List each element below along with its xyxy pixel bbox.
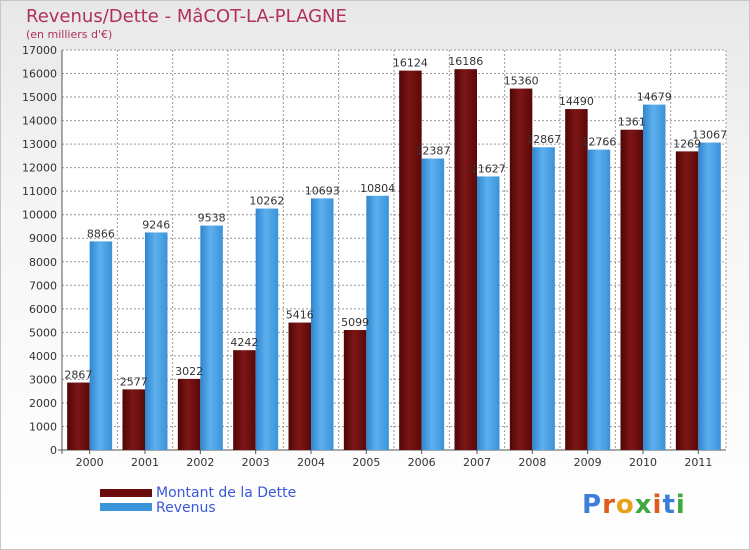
debt-bar [67,382,90,450]
debt-bar [565,109,588,450]
x-tick-label: 2003 [242,456,270,469]
x-tick-label: 2010 [629,456,657,469]
debt-data-label: 5099 [341,316,369,329]
debt-data-label: 2577 [120,375,148,388]
debt-bar [122,389,145,450]
debt-bar [288,322,311,450]
debt-bar [399,70,422,451]
debt-bar [620,129,643,450]
debt-data-label: 2867 [64,369,92,382]
debt-bar [454,69,477,450]
legend-label-debt: Montant de la Dette [156,485,297,501]
proxiti-logo: Proxiti [582,490,686,520]
y-tick-label: 10000 [22,209,57,222]
debt-data-label: 14490 [559,95,594,108]
y-tick-label: 14000 [22,115,57,128]
revenue-bar [698,142,721,450]
revenue-bar [145,232,168,450]
y-tick-label: 0 [50,444,57,457]
revenue-bar [366,195,389,450]
x-tick-label: 2001 [131,456,159,469]
y-tick-label: 5000 [29,326,57,339]
y-tick-label: 17000 [22,44,57,57]
y-tick-label: 2000 [29,397,57,410]
revenue-data-label: 10262 [249,195,284,208]
revenue-data-label: 14679 [637,91,672,104]
logo-letter: i [652,490,663,520]
y-tick-label: 1000 [29,420,57,433]
x-tick-label: 2002 [186,456,214,469]
revenue-data-label: 8866 [87,227,115,240]
debt-data-label: 16186 [448,55,483,68]
revenue-data-label: 11627 [471,162,506,175]
y-tick-label: 3000 [29,373,57,386]
revenue-data-label: 12387 [415,145,450,158]
revenue-bar [255,208,279,450]
debt-data-label: 3022 [175,365,203,378]
x-tick-label: 2009 [574,456,602,469]
y-tick-label: 9000 [29,232,57,245]
revenue-data-label: 12867 [526,133,561,146]
debt-data-label: 4242 [230,336,258,349]
debt-bar [177,378,201,450]
legend-swatch-revenue [100,503,152,511]
y-tick-label: 15000 [22,91,57,104]
legend-label-revenue: Revenus [156,500,216,516]
x-tick-label: 2000 [76,456,104,469]
revenue-bar [532,147,555,450]
revenue-data-label: 9538 [198,212,226,225]
x-tick-label: 2008 [518,456,546,469]
revenue-data-label: 9246 [142,218,170,231]
logo-letter: o [615,490,635,520]
debt-bar [675,151,699,451]
y-tick-label: 16000 [22,68,57,81]
y-tick-label: 6000 [29,303,57,316]
debt-data-label: 5416 [286,309,314,322]
x-tick-label: 2005 [352,456,380,469]
logo-letter: P [582,490,603,520]
debt-bar [233,350,256,450]
logo-letter: x [634,490,653,520]
revenue-bar [311,198,334,450]
legend-swatch-debt [100,489,152,497]
x-tick-label: 2006 [408,456,436,469]
revenue-bar [421,158,445,450]
revenue-bar [587,149,611,450]
revenue-bar [643,104,666,451]
y-tick-label: 7000 [29,279,57,292]
revenue-data-label: 12766 [581,136,616,149]
debt-data-label: 1269 [673,137,701,150]
revenue-data-label: 13067 [692,129,727,142]
x-tick-label: 2011 [684,456,712,469]
logo-letter: t [662,490,676,520]
debt-data-label: 1361 [618,116,646,129]
logo-letter: r [602,490,616,520]
revenue-data-label: 10804 [360,182,395,195]
x-tick-label: 2007 [463,456,491,469]
revenue-data-label: 10693 [305,184,340,197]
logo-letter: i [675,490,686,520]
debt-bar [343,330,367,450]
y-tick-label: 8000 [29,256,57,269]
y-tick-label: 12000 [22,162,57,175]
x-tick-label: 2004 [297,456,325,469]
revenue-bar [200,225,223,450]
debt-data-label: 16124 [393,57,428,70]
y-tick-label: 11000 [22,185,57,198]
revenue-bar [89,241,113,450]
debt-data-label: 15360 [504,75,539,88]
debt-bar [509,88,533,451]
y-tick-label: 4000 [29,350,57,363]
revenue-bar [477,176,500,450]
chart-title: Revenus/Dette - MâCOT-LA-PLAGNE [26,6,347,27]
chart-subtitle: (en milliers d'€) [26,28,113,41]
y-tick-label: 13000 [22,138,57,151]
